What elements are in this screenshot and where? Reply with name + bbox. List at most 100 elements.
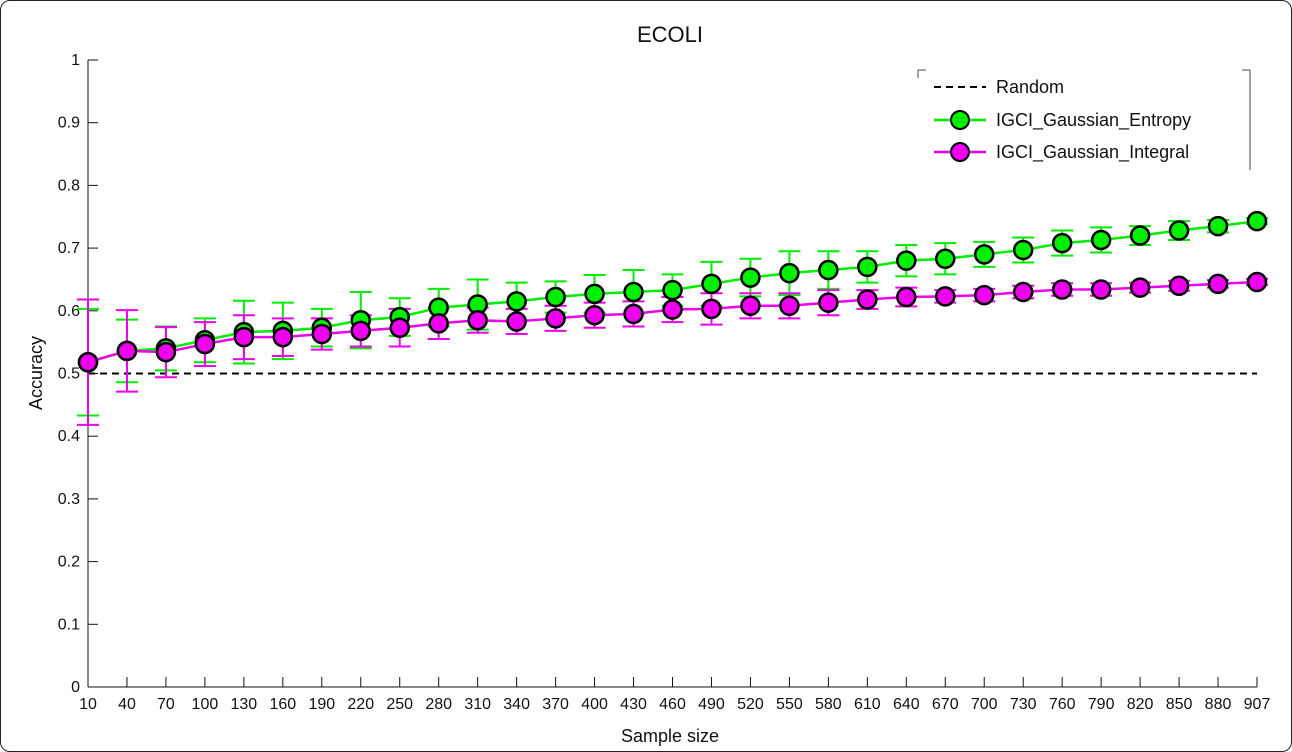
x-tick-label: 280 <box>425 696 452 713</box>
data-point <box>973 244 995 265</box>
data-point <box>662 279 683 301</box>
markers-igci-gaussian-entropy <box>77 210 1268 373</box>
data-point <box>545 286 566 308</box>
x-tick-label: 640 <box>893 696 920 713</box>
x-tick-label: 520 <box>737 696 764 713</box>
data-point <box>779 295 800 317</box>
data-point <box>428 313 449 334</box>
data-point <box>935 286 956 307</box>
data-point <box>311 323 333 345</box>
data-point <box>1246 210 1268 232</box>
data-point <box>818 259 839 281</box>
data-point <box>116 340 138 362</box>
data-point <box>740 267 761 288</box>
x-tick-label: 460 <box>659 696 686 713</box>
x-tick-label: 220 <box>347 696 374 713</box>
data-point <box>818 292 839 313</box>
y-tick-label: 0.7 <box>58 240 80 257</box>
y-tick-label: 0.4 <box>58 428 80 445</box>
data-point <box>896 250 917 271</box>
x-tick-label: 130 <box>231 696 258 713</box>
data-point <box>1051 279 1073 300</box>
x-tick-label: 730 <box>1010 696 1037 713</box>
y-tick-label: 0.6 <box>58 303 80 320</box>
y-tick-label: 0.8 <box>58 177 80 194</box>
data-point <box>506 291 527 312</box>
data-point <box>1051 232 1073 254</box>
x-axis-title: Sample size <box>621 726 719 746</box>
data-point <box>584 304 605 326</box>
x-tick-label: 100 <box>192 696 219 713</box>
x-tick-label: 490 <box>698 696 725 713</box>
legend: Random IGCI_Gaussian_Entropy IGCI_Gaussian… <box>917 69 1251 170</box>
x-tick-label: 850 <box>1166 696 1193 713</box>
data-point <box>233 326 255 348</box>
y-tick-label: 0 <box>71 679 80 696</box>
y-tick-label: 0.5 <box>58 366 80 383</box>
data-point <box>1168 275 1190 296</box>
data-point <box>1012 239 1034 261</box>
y-axis-title: Accuracy <box>26 336 46 410</box>
x-tick-label: 160 <box>269 696 296 713</box>
x-tick-label: 400 <box>581 696 608 713</box>
data-point <box>857 289 878 310</box>
x-tick-label: 550 <box>776 696 803 713</box>
data-point <box>896 286 917 308</box>
data-point <box>662 299 683 320</box>
x-tick-label: 190 <box>308 696 335 713</box>
x-tick-label: 907 <box>1244 696 1271 713</box>
x-tick-label: 10 <box>79 696 97 713</box>
data-point <box>973 284 995 306</box>
x-tick-label: 340 <box>503 696 530 713</box>
data-point <box>701 273 722 295</box>
legend-label-igci-gaussian-entropy: IGCI_Gaussian_Entropy <box>996 110 1191 131</box>
data-point <box>272 326 294 348</box>
data-point <box>857 256 878 278</box>
data-point <box>467 309 488 331</box>
x-tick-label: 670 <box>932 696 959 713</box>
data-point <box>623 281 644 303</box>
data-point <box>740 295 761 317</box>
data-point <box>701 298 722 320</box>
markers-igci-gaussian-integral <box>77 271 1268 373</box>
data-point <box>350 320 372 342</box>
data-point <box>77 351 99 373</box>
x-tick-label: 700 <box>971 696 998 713</box>
axes: 0 0.1 0.2 0.3 0.4 0.5 0.6 0.7 0.8 0.9 1 10 40 70 100 13… <box>58 52 1271 713</box>
data-point <box>1012 281 1034 303</box>
data-point <box>584 283 605 305</box>
x-tick-label: 580 <box>815 696 842 713</box>
data-point <box>1207 215 1229 237</box>
x-tick-label: 250 <box>386 696 413 713</box>
x-tick-label: 760 <box>1049 696 1076 713</box>
x-tick-label: 610 <box>854 696 881 713</box>
legend-swatch-marker-igci-gaussian-integral <box>950 142 970 162</box>
chart-title: ECOLI <box>637 22 703 47</box>
data-point <box>1168 220 1190 241</box>
data-point <box>1246 271 1268 293</box>
x-tick-label: 310 <box>464 696 491 713</box>
data-point <box>623 303 644 325</box>
data-point <box>155 341 177 363</box>
data-point <box>935 248 956 270</box>
plot-area <box>77 210 1268 426</box>
y-tick-label: 1 <box>71 52 80 69</box>
y-tick-label: 0.3 <box>58 491 80 508</box>
y-tick-label: 0.1 <box>58 616 80 633</box>
x-tick-label: 430 <box>620 696 647 713</box>
x-tick-label: 370 <box>542 696 569 713</box>
data-point <box>389 317 410 338</box>
legend-label-igci-gaussian-integral: IGCI_Gaussian_Integral <box>996 142 1189 163</box>
data-point <box>545 308 566 329</box>
data-point <box>1090 279 1112 300</box>
data-point <box>194 333 216 355</box>
data-point <box>1207 273 1229 295</box>
y-tick-label: 0.9 <box>58 115 80 132</box>
data-point <box>779 262 800 284</box>
y-tick-label: 0.2 <box>58 554 80 571</box>
x-tick-label: 820 <box>1127 696 1154 713</box>
legend-swatch-marker-igci-gaussian-entropy <box>950 110 970 130</box>
x-tick-label: 880 <box>1205 696 1232 713</box>
data-point <box>1129 277 1151 298</box>
